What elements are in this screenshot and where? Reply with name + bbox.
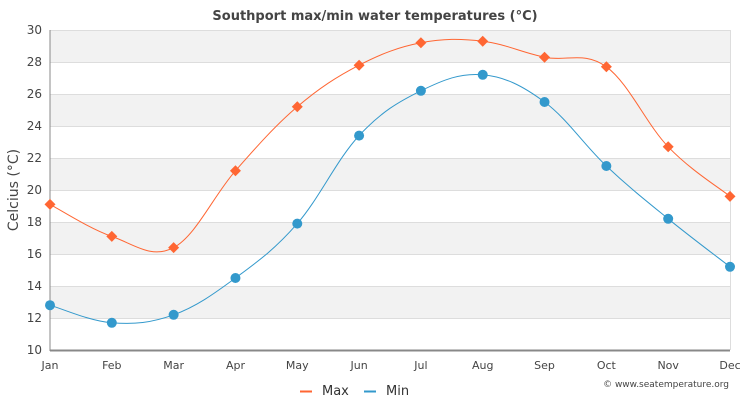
data-point-min: [45, 300, 55, 311]
plot-band: [50, 30, 730, 62]
series-max: [44, 35, 736, 254]
x-tick-label: Apr: [226, 359, 246, 372]
y-ticks: 10 12 14 16 18 20 22 24 26 28 30: [27, 23, 42, 357]
legend-label: Max: [322, 384, 349, 399]
data-point-min: [539, 97, 550, 107]
legend-label: Min: [386, 384, 409, 399]
data-point-max: [600, 61, 612, 73]
x-ticks: Jan Feb Mar Apr May Jun Jul Aug Sep Oct Nov Dec: [41, 359, 741, 372]
y-tick-label: 14: [27, 279, 42, 293]
data-point-max: [477, 35, 489, 47]
y-tick-label: 26: [27, 87, 42, 101]
x-tick-label: Sep: [534, 359, 555, 372]
series-min: [45, 69, 735, 328]
data-point-max: [291, 101, 303, 113]
data-point-max: [662, 141, 674, 153]
y-tick-label: 10: [27, 343, 42, 357]
plot-band: [50, 286, 730, 318]
data-point-max: [353, 59, 365, 71]
data-point-max: [539, 51, 551, 63]
data-point-min: [168, 309, 179, 320]
x-tick-label: Mar: [163, 359, 184, 372]
x-tick-label: Aug: [472, 359, 493, 372]
plot-band: [50, 222, 730, 254]
plot-band: [50, 158, 730, 190]
data-point-max: [106, 230, 118, 242]
legend-item-max[interactable]: Max: [300, 384, 349, 399]
x-tick-label: Oct: [597, 359, 617, 372]
y-tick-label: 20: [27, 183, 42, 197]
x-tick-label: Nov: [657, 359, 679, 372]
gridlines: [50, 30, 731, 351]
data-point-min: [601, 161, 612, 171]
legend: Max Min: [300, 384, 409, 399]
y-tick-label: 24: [27, 119, 42, 133]
series-line-max: [49, 38, 731, 253]
data-point-min: [230, 273, 241, 283]
credit-text: © www.seatemperature.org: [603, 380, 729, 390]
plot-bands: [50, 30, 730, 318]
y-tick-label: 12: [27, 311, 42, 325]
data-point-min: [354, 130, 365, 141]
y-axis-label: Celcius (°C): [6, 149, 22, 231]
y-tick-label: 16: [27, 247, 42, 261]
data-point-min: [415, 85, 426, 96]
data-point-min: [663, 213, 674, 224]
x-tick-label: Feb: [102, 359, 121, 372]
x-tick-label: Jan: [41, 359, 59, 372]
series-group: [44, 35, 736, 328]
data-point-min: [106, 317, 117, 328]
data-point-min: [725, 261, 735, 272]
legend-item-min[interactable]: Min: [364, 384, 409, 399]
chart-title: Southport max/min water temperatures (°C…: [212, 9, 537, 24]
plot-band: [50, 94, 730, 126]
data-point-max: [415, 37, 427, 49]
y-tick-label: 18: [27, 215, 42, 229]
x-tick-label: May: [286, 359, 309, 372]
data-point-min: [292, 218, 303, 229]
data-point-max: [724, 190, 736, 202]
x-tick-label: Jun: [349, 359, 367, 372]
data-point-max: [44, 198, 56, 210]
y-tick-label: 22: [27, 151, 42, 165]
y-tick-label: 30: [27, 23, 42, 37]
data-point-max: [168, 242, 180, 254]
x-tick-label: Jul: [413, 359, 427, 372]
data-point-min: [477, 69, 488, 80]
y-tick-label: 28: [27, 55, 42, 69]
x-tick-label: Dec: [719, 359, 740, 372]
data-point-max: [229, 165, 241, 177]
